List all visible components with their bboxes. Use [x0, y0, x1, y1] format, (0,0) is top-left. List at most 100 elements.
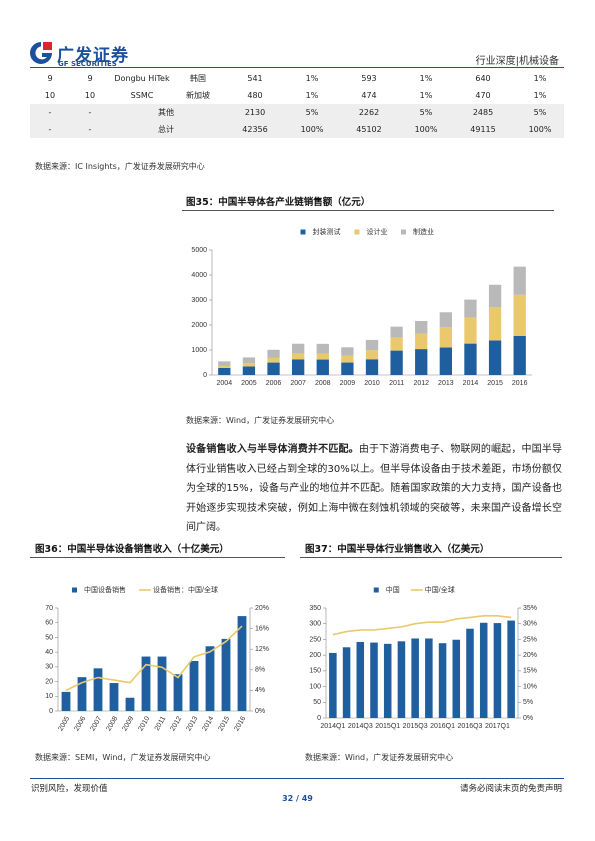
- table-cell: -: [70, 121, 110, 138]
- bar: [452, 639, 461, 718]
- table-cell: 其他: [110, 104, 222, 121]
- logo-subtext: GF SECURITIES: [58, 60, 117, 68]
- y-tick-label: 350: [309, 605, 321, 612]
- x-tick-label: 2007: [89, 715, 103, 732]
- table-cell: 5%: [402, 104, 450, 121]
- bar-segment: [242, 357, 256, 364]
- x-tick-label: 2012: [413, 380, 429, 387]
- x-tick-label: 2014: [201, 715, 215, 732]
- table-row: - - 总计 42356 100% 45102 100% 49115 100%: [30, 121, 564, 138]
- bar: [93, 668, 103, 711]
- legend-swatch: [300, 229, 306, 235]
- table-cell: -: [30, 121, 70, 138]
- x-tick-label: 2009: [121, 715, 135, 732]
- title-rule: [30, 557, 285, 558]
- table-cell: 1%: [533, 74, 547, 83]
- footer-rule: [30, 778, 564, 779]
- y-tick-label: 0: [317, 715, 321, 722]
- x-tick-label: 2015Q1: [375, 723, 400, 730]
- chart-title: 图36：中国半导体设备销售收入（十亿美元）: [35, 544, 229, 555]
- table-row: - - 其他 2130 5% 2262 5% 2485 5%: [30, 104, 564, 121]
- bar: [370, 642, 378, 718]
- x-tick-label: 2008: [315, 380, 331, 387]
- table-cell: 474: [361, 91, 377, 100]
- x-tick-label: 2015Q3: [403, 723, 428, 730]
- logo-shape: [43, 42, 52, 50]
- y2-tick-label: 16%: [255, 625, 269, 632]
- bar-segment: [390, 337, 403, 351]
- bar-segment: [316, 359, 329, 375]
- bar-segment: [341, 362, 354, 375]
- x-tick-label: 2012: [169, 715, 183, 732]
- bar-segment: [513, 266, 526, 295]
- bar: [507, 620, 515, 718]
- table-cell: -: [70, 104, 110, 121]
- x-tick-label: 2013: [185, 715, 199, 732]
- y2-tick-label: 0%: [255, 708, 265, 715]
- bar: [77, 677, 87, 711]
- x-tick-label: 2011: [389, 380, 404, 387]
- bar-segment: [218, 361, 231, 366]
- bar-segment: [365, 359, 379, 375]
- bar: [411, 638, 419, 718]
- table-cell: 10: [84, 91, 96, 100]
- header-rule: [30, 67, 564, 68]
- legend-label: 封装测试: [313, 227, 341, 236]
- bar-segment: [488, 307, 502, 341]
- bar-segment: [218, 365, 231, 368]
- bar: [438, 643, 447, 718]
- bar: [237, 616, 247, 711]
- bar-segment: [341, 355, 354, 363]
- title-rule: [182, 210, 554, 211]
- x-tick-label: 2016: [512, 380, 528, 387]
- y2-tick-label: 35%: [523, 605, 537, 612]
- y2-tick-label: 20%: [255, 605, 269, 612]
- bar: [205, 646, 215, 711]
- logo-shape: [30, 42, 52, 64]
- bar-segment: [242, 366, 256, 375]
- bar: [125, 697, 135, 711]
- y-tick-label: 3000: [191, 297, 207, 304]
- table-cell: 1%: [305, 74, 319, 83]
- legend-swatch: [72, 587, 77, 593]
- y-tick-label: 40: [45, 649, 53, 656]
- table-cell: Dongbu HiTek: [114, 74, 170, 83]
- bar-segment: [267, 362, 280, 375]
- bar-segment: [464, 299, 477, 318]
- bar: [173, 674, 183, 711]
- page-number: 32 / 49: [282, 794, 313, 803]
- y2-tick-label: 30%: [523, 621, 537, 628]
- x-tick-label: 2007: [290, 380, 306, 387]
- legend-label: 中国/全球: [425, 585, 455, 594]
- table-cell: 640: [475, 74, 491, 83]
- bar: [157, 656, 167, 711]
- body-paragraph: 设备销售收入与半导体消费并不匹配。由于下游消费电子、物联网的崛起，中国半导体行业…: [186, 440, 562, 538]
- table-cell: SSMC: [130, 91, 154, 100]
- x-tick-label: 2006: [73, 715, 87, 732]
- y-tick-label: 50: [45, 634, 53, 641]
- y-tick-label: 5000: [191, 247, 207, 254]
- table-cell: 新加坡: [186, 91, 210, 100]
- bar-segment: [488, 340, 502, 375]
- y2-tick-label: 12%: [255, 646, 269, 653]
- bar: [61, 691, 71, 711]
- legend-label: 中国: [386, 585, 400, 594]
- y-tick-label: 30: [45, 664, 53, 671]
- x-tick-label: 2011: [154, 715, 168, 732]
- source-note: 数据来源：SEMI，Wind，广发证券发展研究中心: [35, 753, 211, 762]
- table-cell: 9: [87, 74, 93, 83]
- table-cell: 100%: [288, 121, 336, 138]
- table-cell: 45102: [336, 121, 402, 138]
- table-cell: 1%: [419, 74, 433, 83]
- table-cell: 100%: [516, 121, 564, 138]
- table-cell: 2130: [222, 104, 288, 121]
- bar-segment: [218, 367, 231, 375]
- x-tick-label: 2014: [463, 380, 479, 387]
- table-cell: 480: [247, 91, 263, 100]
- logo-text: 广发证券: [57, 46, 129, 66]
- bar-segment: [439, 312, 452, 328]
- bar-segment: [464, 343, 477, 375]
- bar-segment: [439, 347, 452, 375]
- bar-segment: [439, 327, 452, 348]
